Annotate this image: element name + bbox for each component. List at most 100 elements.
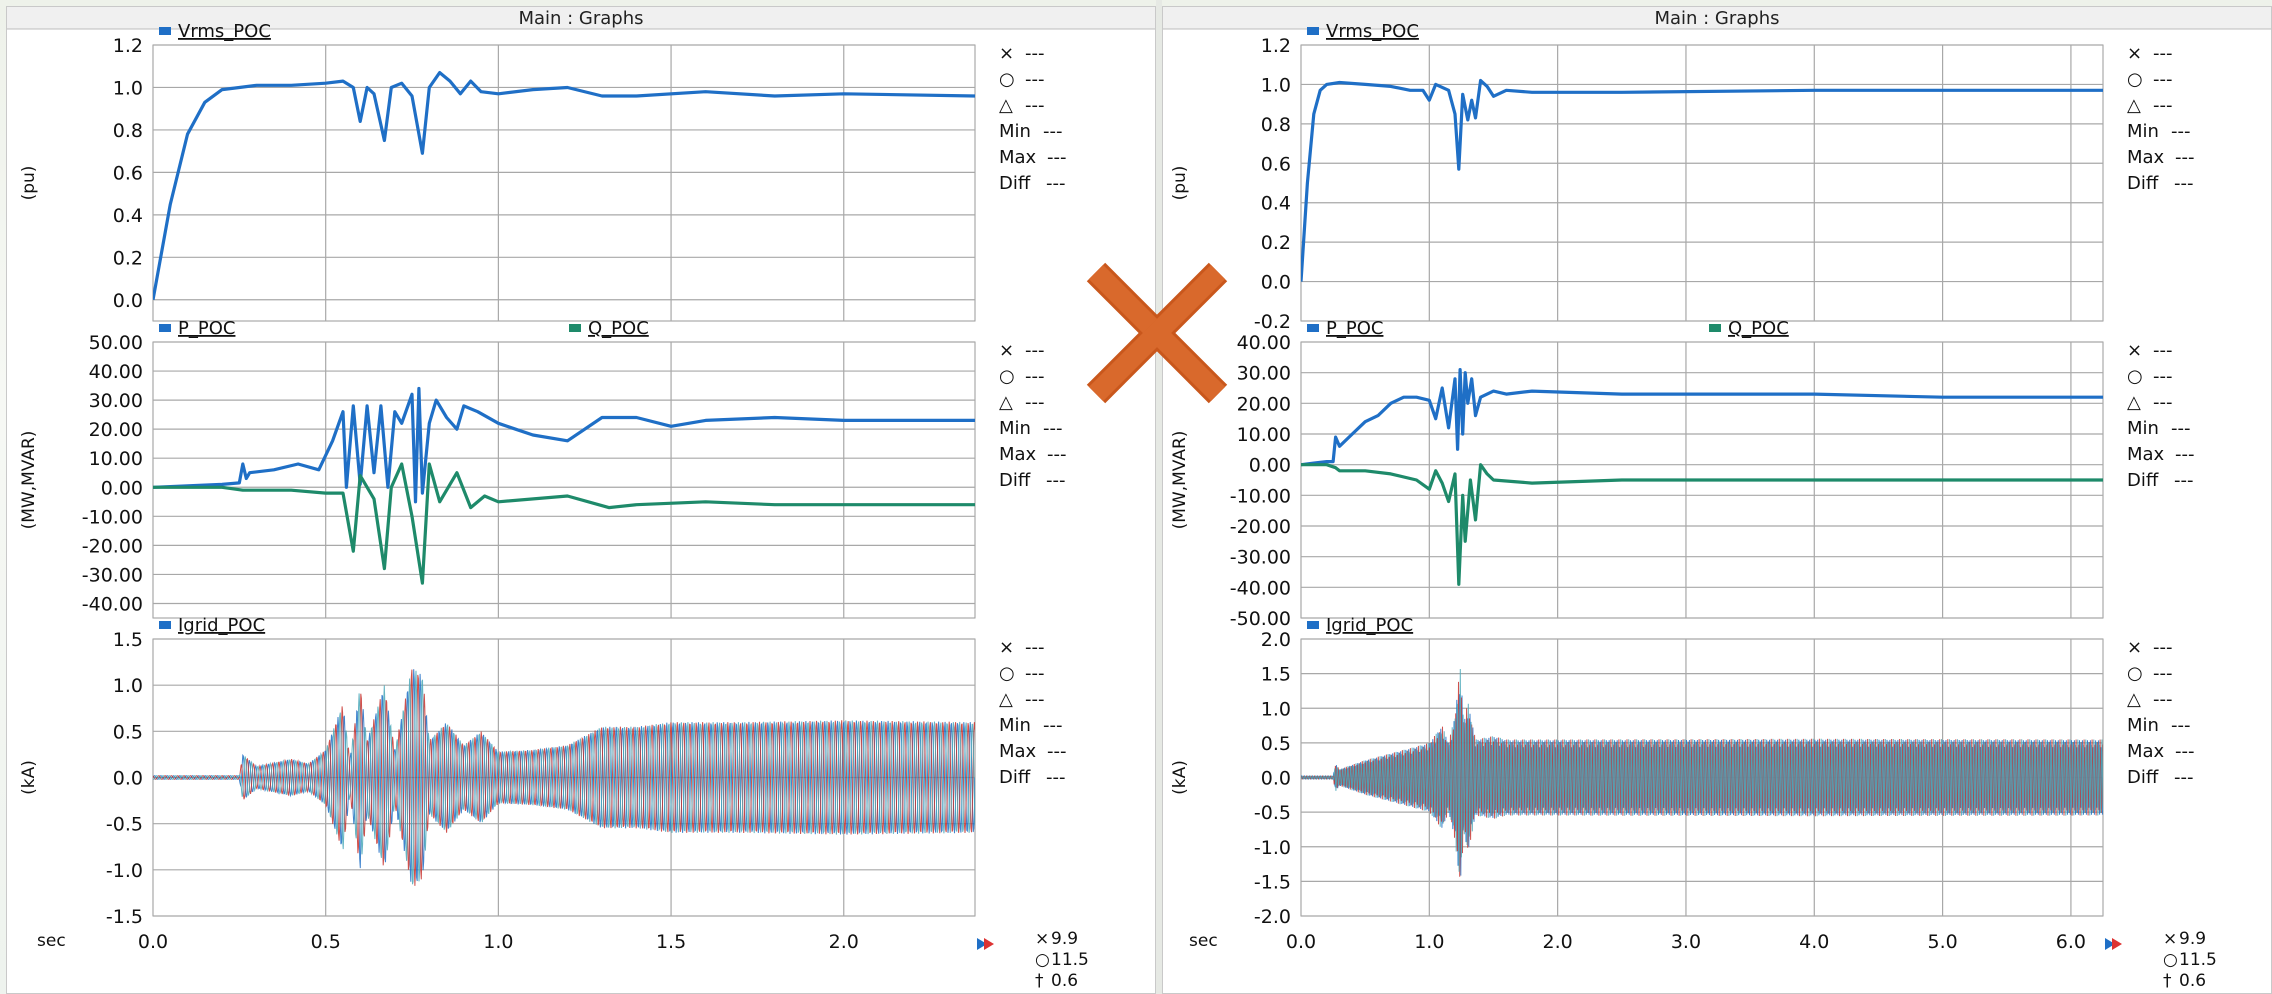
footer-marker-symbol: ○ [1035, 950, 1050, 970]
y-tick-label: 20.00 [89, 419, 143, 441]
y-tick-label: 10.00 [89, 448, 143, 470]
footer-marker-symbol: † [1035, 971, 1044, 991]
cursor-value: --- [1025, 43, 1045, 64]
cursor-symbol: △ [2127, 689, 2141, 710]
cursor-symbol: ○ [2127, 69, 2143, 90]
stat-value: --- [2171, 715, 2191, 736]
time-unit-label: sec [37, 931, 66, 951]
y-tick-label: 0.2 [1261, 232, 1291, 254]
y-tick-label: 0.0 [113, 768, 143, 790]
x-tick-label: 6.0 [2056, 931, 2086, 953]
legend-swatch [159, 324, 171, 332]
legend-swatch [1307, 621, 1319, 629]
x-tick-label: 0.0 [138, 931, 168, 953]
y-tick-label: 40.00 [89, 361, 143, 383]
y-tick-label: -30.00 [82, 564, 143, 586]
stat-label: Max [2127, 444, 2165, 465]
stat-value: --- [2175, 444, 2195, 465]
y-tick-label: 2.0 [1261, 629, 1291, 651]
stat-label: Diff [2127, 470, 2159, 491]
y-axis-label: (pu) [1170, 166, 1190, 201]
legend-swatch [1307, 324, 1319, 332]
stat-label: Min [2127, 715, 2159, 736]
cursor-value: --- [1025, 392, 1045, 413]
panel-divider [1156, 0, 1162, 994]
footer-marker-symbol: × [1035, 929, 1049, 949]
y-tick-label: 0.5 [1261, 733, 1291, 755]
cursor-symbol: × [2127, 43, 2142, 64]
cursor-symbol: △ [2127, 95, 2141, 116]
cursor-value: --- [1025, 340, 1045, 361]
legend-label: Q_POC [588, 318, 649, 339]
panel-title-bar [7, 7, 1155, 29]
stat-label: Max [2127, 147, 2165, 168]
y-tick-label: -0.5 [1254, 802, 1291, 824]
x-tick-label: 5.0 [1927, 931, 1957, 953]
x-tick-label: 2.0 [1543, 931, 1573, 953]
footer-marker-value: 11.5 [1051, 950, 1089, 970]
stat-label: Diff [999, 767, 1031, 788]
cursor-value: --- [2153, 366, 2173, 387]
cursor-symbol: ○ [2127, 366, 2143, 387]
stat-label: Max [999, 741, 1037, 762]
y-tick-label: -10.00 [1230, 485, 1291, 507]
series-line-p_poc [1301, 368, 2103, 467]
y-axis-label: (MW,MVAR) [19, 431, 39, 530]
cursor-value: --- [2153, 689, 2173, 710]
graph-panel-right: Main : Graphs -0.2 0.0 0.2 0.4 0.6 0.8 1.0 1.2 (p… [1162, 6, 2272, 994]
stat-value: --- [1047, 741, 1067, 762]
y-tick-label: -0.5 [106, 814, 143, 836]
graph-canvas-left: Main : Graphs 0.0 0.2 0.4 0.6 0.8 1.0 1.2 (pu) Vr… [7, 7, 1155, 991]
cursor-symbol: ○ [999, 69, 1015, 90]
y-tick-label: 1.2 [113, 35, 143, 57]
footer-marker-value: 9.9 [1051, 929, 1078, 949]
panel-title: Main : Graphs [518, 8, 643, 29]
y-tick-label: -40.00 [1230, 577, 1291, 599]
play-marker-icon [2105, 938, 2115, 950]
x-tick-label: 3.0 [1671, 931, 1701, 953]
legend-label: Igrid_POC [1326, 615, 1413, 636]
stat-label: Min [999, 715, 1031, 736]
y-tick-label: 0.00 [101, 477, 143, 499]
y-tick-label: -0.2 [1254, 311, 1291, 333]
footer-marker-symbol: † [2163, 971, 2172, 991]
legend-swatch [569, 324, 581, 332]
y-tick-label: 0.4 [113, 205, 143, 227]
y-tick-label: -20.00 [1230, 516, 1291, 538]
stat-value: --- [2171, 418, 2191, 439]
subplot-2: -40.00 -30.00 -20.00 -10.00 0.00 10.00 20.00 30… [19, 318, 1067, 619]
cursor-value: --- [2153, 95, 2173, 116]
stat-label: Min [999, 121, 1031, 142]
y-tick-label: 1.0 [113, 675, 143, 697]
legend-label: P_POC [1326, 318, 1383, 339]
y-tick-label: -20.00 [82, 535, 143, 557]
cursor-value: --- [1025, 69, 1045, 90]
y-tick-label: 0.2 [113, 247, 143, 269]
y-tick-label: 10.00 [1237, 424, 1291, 446]
y-tick-label: -1.0 [1254, 837, 1291, 859]
stat-label: Diff [2127, 173, 2159, 194]
series-line-q_poc [153, 462, 975, 585]
legend-label: Q_POC [1728, 318, 1789, 339]
y-tick-label: 1.2 [1261, 35, 1291, 57]
y-tick-label: -50.00 [1230, 608, 1291, 630]
footer-marker-value: 0.6 [1051, 971, 1078, 991]
cursor-symbol: × [999, 340, 1014, 361]
stat-value: --- [2171, 121, 2191, 142]
cursor-symbol: △ [2127, 392, 2141, 413]
y-tick-label: 1.0 [1261, 74, 1291, 96]
x-tick-label: 4.0 [1799, 931, 1829, 953]
y-tick-label: -40.00 [82, 593, 143, 615]
y-tick-label: -10.00 [82, 506, 143, 528]
footer-marker-value: 0.6 [2179, 971, 2206, 991]
igrid-phase-2 [153, 669, 975, 886]
stat-label: Min [2127, 418, 2159, 439]
cursor-symbol: ○ [999, 366, 1015, 387]
y-tick-label: 0.0 [113, 290, 143, 312]
legend-swatch [1709, 324, 1721, 332]
x-tick-label: 2.0 [829, 931, 859, 953]
x-tick-label: 1.0 [1414, 931, 1444, 953]
cursor-symbol: × [2127, 340, 2142, 361]
footer-marker-symbol: ○ [2163, 950, 2178, 970]
panel-title-bar [1163, 7, 2271, 29]
